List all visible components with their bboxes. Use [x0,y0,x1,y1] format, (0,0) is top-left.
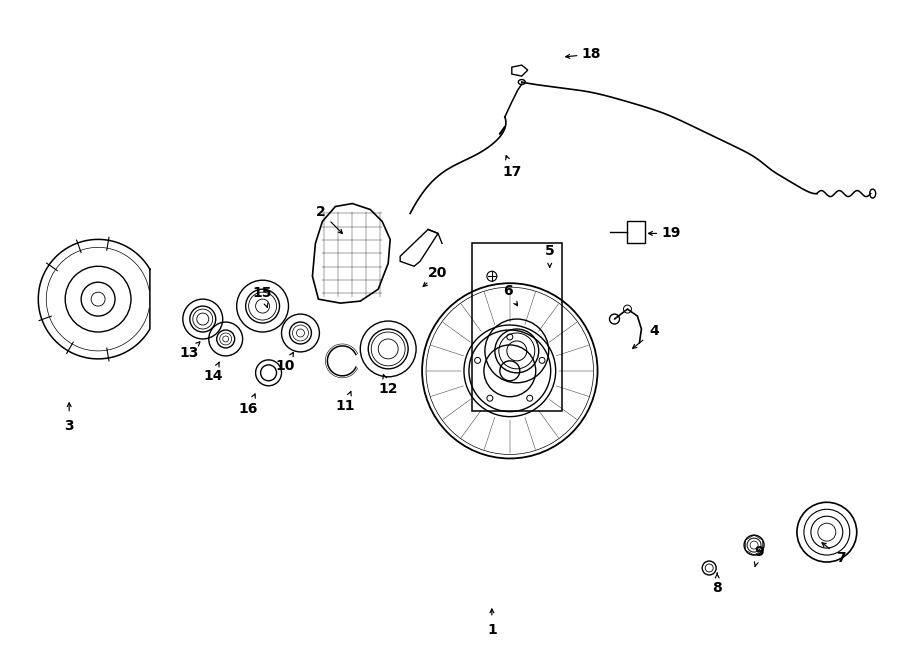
Text: 7: 7 [836,551,846,565]
Text: 15: 15 [253,286,273,300]
Text: 6: 6 [503,284,513,298]
Circle shape [702,561,716,575]
Circle shape [487,395,493,401]
Text: 14: 14 [203,369,222,383]
Circle shape [526,395,533,401]
Circle shape [474,358,481,364]
Bar [627,221,645,243]
Text: 17: 17 [502,165,521,178]
Circle shape [539,358,545,364]
Text: 12: 12 [378,382,398,396]
Text: 9: 9 [754,545,764,559]
Text: 20: 20 [428,266,447,280]
Circle shape [609,314,619,324]
Text: 10: 10 [275,359,295,373]
Text: 2: 2 [316,204,325,219]
Text: 1: 1 [487,623,497,637]
Text: 8: 8 [712,581,722,595]
Text: 13: 13 [179,346,199,360]
Circle shape [487,271,497,281]
Text: 3: 3 [65,418,74,432]
Ellipse shape [869,189,876,198]
Text: 16: 16 [238,402,258,416]
Polygon shape [512,65,527,76]
Bar [472,243,562,410]
Circle shape [796,502,857,562]
Text: 11: 11 [336,399,356,412]
Text: 5: 5 [544,245,554,258]
Circle shape [507,334,513,340]
Text: 19: 19 [662,227,681,241]
Text: 4: 4 [650,324,659,338]
Text: 18: 18 [581,47,601,61]
